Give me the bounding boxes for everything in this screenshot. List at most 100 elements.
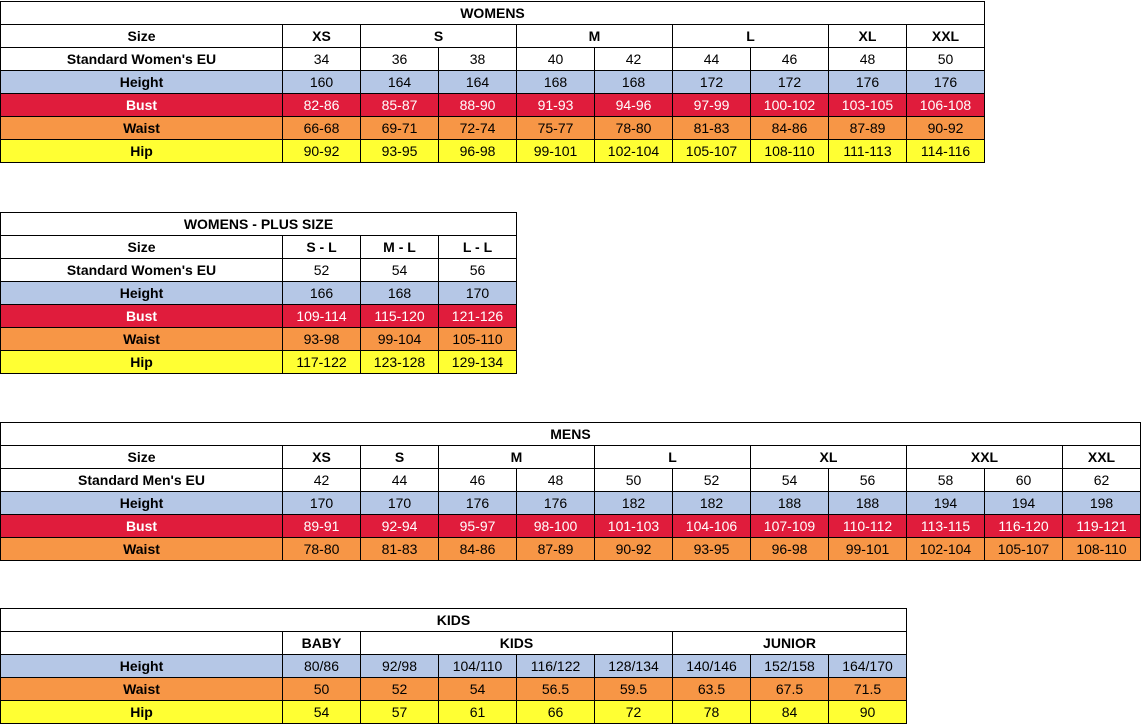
cell: 170	[438, 281, 517, 305]
cell: 92/98	[360, 654, 439, 678]
cell: 194	[906, 491, 985, 515]
row-waist: Waist 66-68 69-71 72-74 75-77 78-80 81-8…	[0, 116, 985, 140]
cell: 140/146	[672, 654, 751, 678]
cell: 128/134	[594, 654, 673, 678]
womens-plus-size-table: WOMENS - PLUS SIZE Size S - L M - L L - …	[0, 212, 517, 374]
cell: 42	[594, 47, 673, 71]
cell: 81-83	[672, 116, 751, 140]
row-label: Bust	[0, 93, 283, 117]
group-baby: BABY	[282, 631, 361, 655]
cell: 56	[828, 468, 907, 492]
cell: 57	[360, 700, 439, 724]
cell: 109-114	[282, 304, 361, 328]
cell: 62	[1062, 468, 1141, 492]
cell: 188	[828, 491, 907, 515]
cell: 90-92	[594, 537, 673, 561]
row-hip: Hip 90-92 93-95 96-98 99-101 102-104 105…	[0, 139, 985, 163]
cell: 99-104	[360, 327, 439, 351]
cell: 111-113	[828, 139, 907, 163]
size-m-l: M - L	[360, 235, 439, 259]
cell: 194	[984, 491, 1063, 515]
cell: 99-101	[516, 139, 595, 163]
cell: 58	[906, 468, 985, 492]
cell: 164/170	[828, 654, 907, 678]
row-standard-eu: Standard Men's EU 42 44 46 48 50 52 54 5…	[0, 468, 1141, 492]
cell: 72	[594, 700, 673, 724]
row-hip: Hip 54 57 61 66 72 78 84 90	[0, 700, 907, 724]
cell: 116-120	[984, 514, 1063, 538]
cell: 168	[594, 70, 673, 94]
cell: 114-116	[906, 139, 985, 163]
row-standard-eu: Standard Women's EU 34 36 38 40 42 44 46…	[0, 47, 985, 71]
cell: 52	[282, 258, 361, 282]
cell: 168	[516, 70, 595, 94]
cell: 170	[360, 491, 439, 515]
row-waist: Waist 93-98 99-104 105-110	[0, 327, 517, 351]
cell: 98-100	[516, 514, 595, 538]
size-group-l: L	[594, 445, 751, 469]
row-bust: Bust 89-91 92-94 95-97 98-100 101-103 10…	[0, 514, 1141, 538]
cell: 81-83	[360, 537, 439, 561]
cell: 87-89	[516, 537, 595, 561]
cell: 102-104	[906, 537, 985, 561]
cell: 101-103	[594, 514, 673, 538]
size-group-xl: XL	[750, 445, 907, 469]
cell: 50	[594, 468, 673, 492]
cell: 84-86	[750, 116, 829, 140]
row-label: Standard Men's EU	[0, 468, 283, 492]
cell: 63.5	[672, 677, 751, 701]
cell: 168	[360, 281, 439, 305]
cell: 172	[750, 70, 829, 94]
cell: 80/86	[282, 654, 361, 678]
row-label: Waist	[0, 677, 283, 701]
cell: 116/122	[516, 654, 595, 678]
cell: 113-115	[906, 514, 985, 538]
cell: 67.5	[750, 677, 829, 701]
cell: 198	[1062, 491, 1141, 515]
cell: 40	[516, 47, 595, 71]
cell: 176	[906, 70, 985, 94]
size-group-l: L	[672, 24, 829, 48]
kids-size-table: KIDS BABY KIDS JUNIOR Height 80/86 92/98…	[0, 608, 907, 724]
cell: 61	[438, 700, 517, 724]
row-hip: Hip 117-122 123-128 129-134	[0, 350, 517, 374]
cell: 89-91	[282, 514, 361, 538]
cell: 78-80	[282, 537, 361, 561]
cell: 176	[516, 491, 595, 515]
cell: 115-120	[360, 304, 439, 328]
row-label: Bust	[0, 304, 283, 328]
cell: 84-86	[438, 537, 517, 561]
row-bust: Bust 109-114 115-120 121-126	[0, 304, 517, 328]
size-group-m: M	[438, 445, 595, 469]
cell: 119-121	[1062, 514, 1141, 538]
cell: 104/110	[438, 654, 517, 678]
mens-title: MENS	[0, 422, 1141, 446]
cell: 164	[438, 70, 517, 94]
cell: 107-109	[750, 514, 829, 538]
row-height: Height 80/86 92/98 104/110 116/122 128/1…	[0, 654, 907, 678]
size-group-xxl: XXL	[906, 445, 1063, 469]
cell: 96-98	[750, 537, 829, 561]
cell: 56.5	[516, 677, 595, 701]
cell: 93-98	[282, 327, 361, 351]
cell: 94-96	[594, 93, 673, 117]
cell: 90	[828, 700, 907, 724]
cell: 95-97	[438, 514, 517, 538]
row-label: Hip	[0, 700, 283, 724]
size-l-l: L - L	[438, 235, 517, 259]
cell: 105-107	[984, 537, 1063, 561]
cell: 90-92	[906, 116, 985, 140]
cell: 78	[672, 700, 751, 724]
size-group-m: M	[516, 24, 673, 48]
cell: 88-90	[438, 93, 517, 117]
size-group-xs: XS	[282, 24, 361, 48]
group-junior: JUNIOR	[672, 631, 907, 655]
cell: 46	[750, 47, 829, 71]
cell: 164	[360, 70, 439, 94]
cell: 91-93	[516, 93, 595, 117]
row-waist: Waist 78-80 81-83 84-86 87-89 90-92 93-9…	[0, 537, 1141, 561]
cell: 96-98	[438, 139, 517, 163]
cell: 60	[984, 468, 1063, 492]
cell: 87-89	[828, 116, 907, 140]
row-label: Waist	[0, 116, 283, 140]
